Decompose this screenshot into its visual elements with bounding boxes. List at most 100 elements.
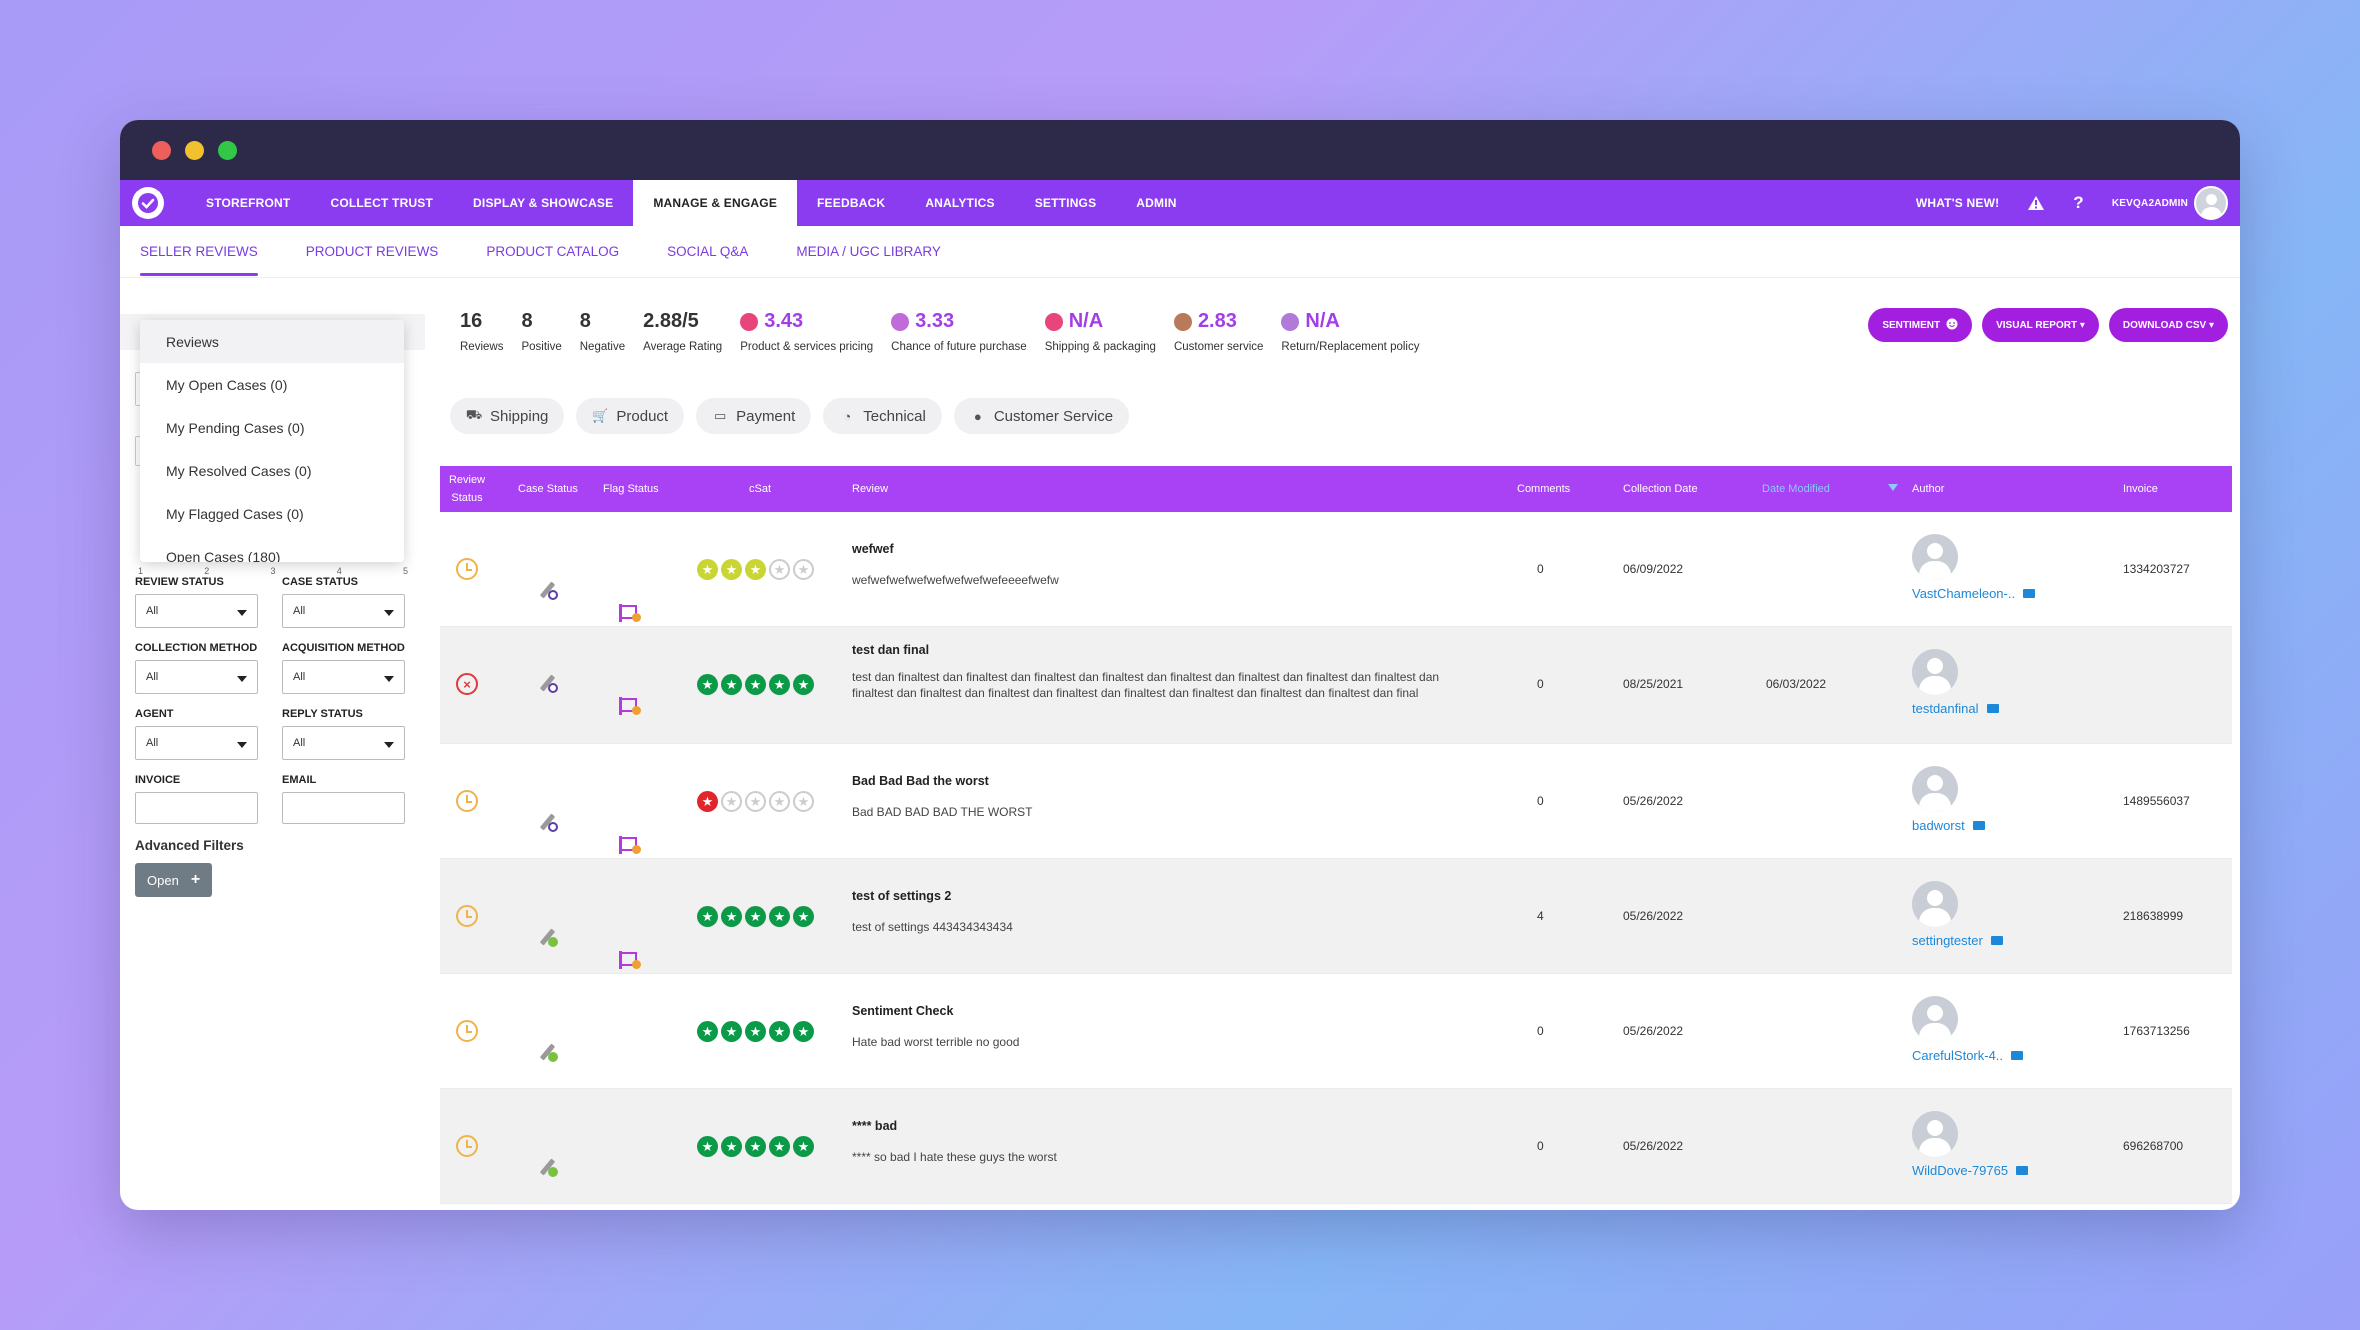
tab-product-catalog[interactable]: PRODUCT CATALOG [486,244,620,259]
author-block[interactable]: badworst [1912,766,1985,833]
user-avatar[interactable] [2194,186,2228,220]
acquisition-method-select[interactable]: All [282,660,405,694]
mail-icon[interactable] [2023,589,2036,598]
case-status-icon[interactable] [536,927,558,949]
pending-status-icon[interactable] [456,905,478,927]
review-content[interactable]: test of settings 2 test of settings 44343… [852,889,1452,935]
alert-icon[interactable] [2013,180,2059,226]
author-block[interactable]: settingtester [1912,881,2003,948]
username-label[interactable]: KEVQA2ADMIN [2111,197,2188,209]
author-avatar[interactable] [1912,996,1958,1042]
author-block[interactable]: testdanfinal [1912,649,1999,716]
help-icon[interactable]: ? [2073,193,2084,212]
tab-seller-reviews[interactable]: SELLER REVIEWS [140,226,258,278]
dropdown-item[interactable]: My Open Cases (0) [166,376,288,393]
comments-count[interactable]: 4 [1537,909,1544,923]
review-content[interactable]: Sentiment Check Hate bad worst terrible n… [852,1004,1452,1050]
comments-count[interactable]: 0 [1537,794,1544,808]
mail-icon[interactable] [1990,936,2003,945]
agent-select[interactable]: All [135,726,258,760]
comments-count[interactable]: 0 [1537,1024,1544,1038]
visual-report-button[interactable]: VISUAL REPORT ▾ [1982,308,2099,342]
invoice-input[interactable] [135,792,258,824]
pending-status-icon[interactable] [456,1020,478,1042]
author-avatar[interactable] [1912,766,1958,812]
author-link[interactable]: badworst [1912,818,1985,833]
author-block[interactable]: VastChameleon-.. [1912,534,2036,601]
review-content[interactable]: wefwef wefwefwefwefwefwefwefwefeeeefwefw [852,542,1452,588]
flag-icon[interactable] [619,697,641,715]
col-comments[interactable]: Comments [1517,483,1571,495]
col-flag-status[interactable]: Flag Status [603,483,659,495]
nav-item-analytics[interactable]: ANALYTICS [925,196,995,210]
dropdown-item[interactable]: My Resolved Cases (0) [166,462,312,479]
pending-status-icon[interactable] [456,558,478,580]
collection-method-select[interactable]: All [135,660,258,694]
nav-item-settings[interactable]: SETTINGS [1034,196,1097,210]
chip-customer-service[interactable]: ● Customer Service [953,398,1130,434]
comments-count[interactable]: 0 [1537,1139,1544,1153]
nav-item-display-showcase[interactable]: DISPLAY & SHOWCASE [473,196,614,210]
table-row[interactable]: ★ ★ ★ ★ ★ Sentiment Check Hate bad worst terri… [440,974,2232,1089]
case-status-icon[interactable] [536,1157,558,1179]
tab-product-reviews[interactable]: PRODUCT REVIEWS [305,244,439,259]
mail-icon[interactable] [1972,821,1985,830]
download-csv-button[interactable]: DOWNLOAD CSV ▾ [2108,308,2228,342]
chip-payment[interactable]: ▭ Payment [696,398,812,434]
tab-media-ugc-library[interactable]: MEDIA / UGC LIBRARY [796,244,941,259]
col-author[interactable]: Author [1912,483,1945,495]
author-avatar[interactable] [1912,534,1958,580]
rejected-status-icon[interactable]: × [456,673,478,695]
author-link[interactable]: VastChameleon-.. [1912,586,2036,601]
dropdown-item[interactable]: My Pending Cases (0) [166,419,305,436]
col-review[interactable]: Review [852,483,889,495]
tab-social-q-a[interactable]: SOCIAL Q&A [667,244,749,259]
author-avatar[interactable] [1912,1111,1958,1157]
close-window-button[interactable] [152,140,171,160]
nav-item-collect-trust[interactable]: COLLECT TRUST [330,196,434,210]
mail-icon[interactable] [1986,704,1999,713]
flag-icon[interactable] [619,836,641,854]
flag-icon[interactable] [619,951,641,969]
col-case-status[interactable]: Case Status [518,483,578,495]
maximize-window-button[interactable] [218,140,237,160]
mail-icon[interactable] [2011,1051,2024,1060]
author-block[interactable]: WildDove-79765 [1912,1111,2029,1178]
flag-icon[interactable] [619,604,641,622]
author-block[interactable]: CarefulStork-4.. [1912,996,2024,1063]
sort-desc-icon[interactable] [1888,483,1898,495]
sentiment-button[interactable]: SENTIMENT [1868,308,1973,342]
col-date-modified[interactable]: Date Modified [1762,483,1830,495]
case-status-icon[interactable] [536,812,558,834]
review-content[interactable]: Bad Bad Bad the worst Bad BAD BAD BAD THE… [852,774,1452,820]
reply-status-select[interactable]: All [282,726,405,760]
col-collection-date[interactable]: Collection Date [1623,483,1698,495]
nav-item-feedback[interactable]: FEEDBACK [817,196,886,210]
author-link[interactable]: settingtester [1912,933,2003,948]
review-status-select[interactable]: All [135,594,258,628]
author-link[interactable]: WildDove-79765 [1912,1163,2029,1178]
table-row[interactable]: ★ ★ ★ ★ ★ test of settings 2 test of settings … [440,859,2232,974]
table-row[interactable]: × ★ ★ ★ ★ ★ test dan final test dan finaltest d… [440,627,2232,744]
author-avatar[interactable] [1912,881,1958,927]
nav-item-storefront[interactable]: STOREFRONT [206,196,291,210]
author-link[interactable]: CarefulStork-4.. [1912,1048,2024,1063]
comments-count[interactable]: 0 [1537,677,1544,691]
open-advanced-filters-button[interactable]: Open + [135,863,213,897]
review-content[interactable]: **** bad **** so bad I hate these guys th… [852,1119,1452,1165]
case-status-icon[interactable] [536,580,558,602]
table-row[interactable]: ★ ★ ★ ★ ★ Bad Bad Bad the worst Bad BAD BAD BA… [440,744,2232,859]
case-status-icon[interactable] [536,1042,558,1064]
comments-count[interactable]: 0 [1537,562,1544,576]
nav-item-admin[interactable]: ADMIN [1136,196,1177,210]
case-status-select[interactable]: All [282,594,405,628]
brand-logo-icon[interactable] [132,187,164,219]
table-row[interactable]: ★ ★ ★ ★ ★ **** bad **** so bad I hate these gu… [440,1089,2232,1204]
author-link[interactable]: testdanfinal [1912,701,1999,716]
minimize-window-button[interactable] [185,140,204,160]
pending-status-icon[interactable] [456,1135,478,1157]
dropdown-item[interactable]: My Flagged Cases (0) [166,505,304,522]
chip-shipping[interactable]: ⛟ Shipping [450,398,565,434]
col-review-status[interactable]: Review Status [448,474,486,504]
review-content[interactable]: test dan final test dan finaltest dan fin… [852,643,1452,701]
